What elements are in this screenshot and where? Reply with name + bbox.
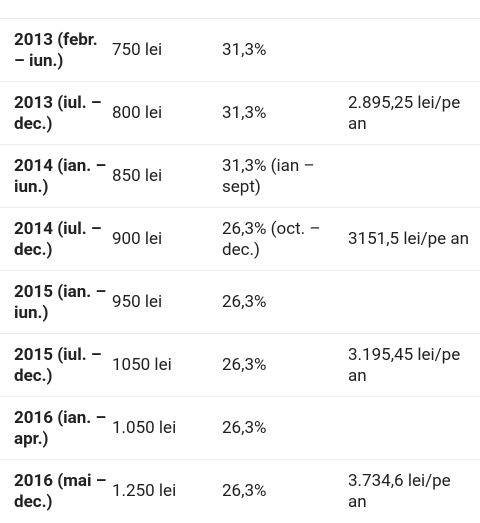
period-cell: 2015 (iul. – dec.): [14, 344, 102, 386]
period-cell: 2015 (ian. – iun.): [14, 281, 107, 323]
rate-cell: 26,3%: [222, 292, 267, 312]
rate-cell: 26,3% (oct. – dec.): [222, 218, 321, 260]
period-cell: 2016 (ian. – apr.): [14, 407, 107, 449]
period-cell: 2016 (mai – dec.): [14, 470, 107, 512]
amount-cell: 2.895,25 lei/pe an: [348, 92, 461, 134]
amount-cell: 3.195,45 lei/pe an: [348, 344, 461, 386]
table-row: 2016 (ian. – apr.) 1.050 lei 26,3%: [0, 396, 480, 460]
table-row: 2015 (ian. – iun.) 950 lei 26,3%: [0, 270, 480, 334]
rate-cell: 26,3%: [222, 481, 267, 501]
salary-cell: 1050 lei: [112, 355, 172, 375]
rate-cell: 31,3% (ian – sept): [222, 155, 315, 197]
salary-cell: 1.250 lei: [112, 481, 177, 501]
period-cell: 2014 (ian. – iun.): [14, 155, 107, 197]
amount-cell: 3151,5 lei/pe an: [348, 229, 470, 249]
table-row: 2014 (ian. – iun.) 850 lei 31,3% (ian – se…: [0, 144, 480, 208]
salary-cell: 750 lei: [112, 40, 163, 60]
rate-cell: 31,3%: [222, 103, 267, 123]
rate-cell: 26,3%: [222, 355, 267, 375]
table-row: 2016 (mai – dec.) 1.250 lei 26,3% 3.734,6 l…: [0, 459, 480, 523]
period-cell: 2013 (iul. – dec.): [14, 92, 102, 134]
salary-cell: 800 lei: [112, 103, 163, 123]
salary-cell: 900 lei: [112, 229, 163, 249]
salary-cell: 850 lei: [112, 166, 163, 186]
amount-cell: 3.734,6 lei/pe an: [348, 470, 451, 512]
salary-cell: 1.050 lei: [112, 418, 177, 438]
period-cell: 2013 (febr. – iun.): [14, 29, 98, 71]
table-row: 2014 (iul. – dec.) 900 lei 26,3% (oct. – d…: [0, 207, 480, 271]
rate-cell: 26,3%: [222, 418, 267, 438]
salary-cell: 950 lei: [112, 292, 163, 312]
table-row: 2013 (iul. – dec.) 800 lei 31,3% 2.895,25 l…: [0, 81, 480, 145]
rate-cell: 31,3%: [222, 40, 267, 60]
period-cell: 2014 (iul. – dec.): [14, 218, 102, 260]
table-row: 2013 (febr. – iun.) 750 lei 31,3%: [0, 18, 480, 82]
table-row: 2015 (iul. – dec.) 1050 lei 26,3% 3.195,45 …: [0, 333, 480, 397]
